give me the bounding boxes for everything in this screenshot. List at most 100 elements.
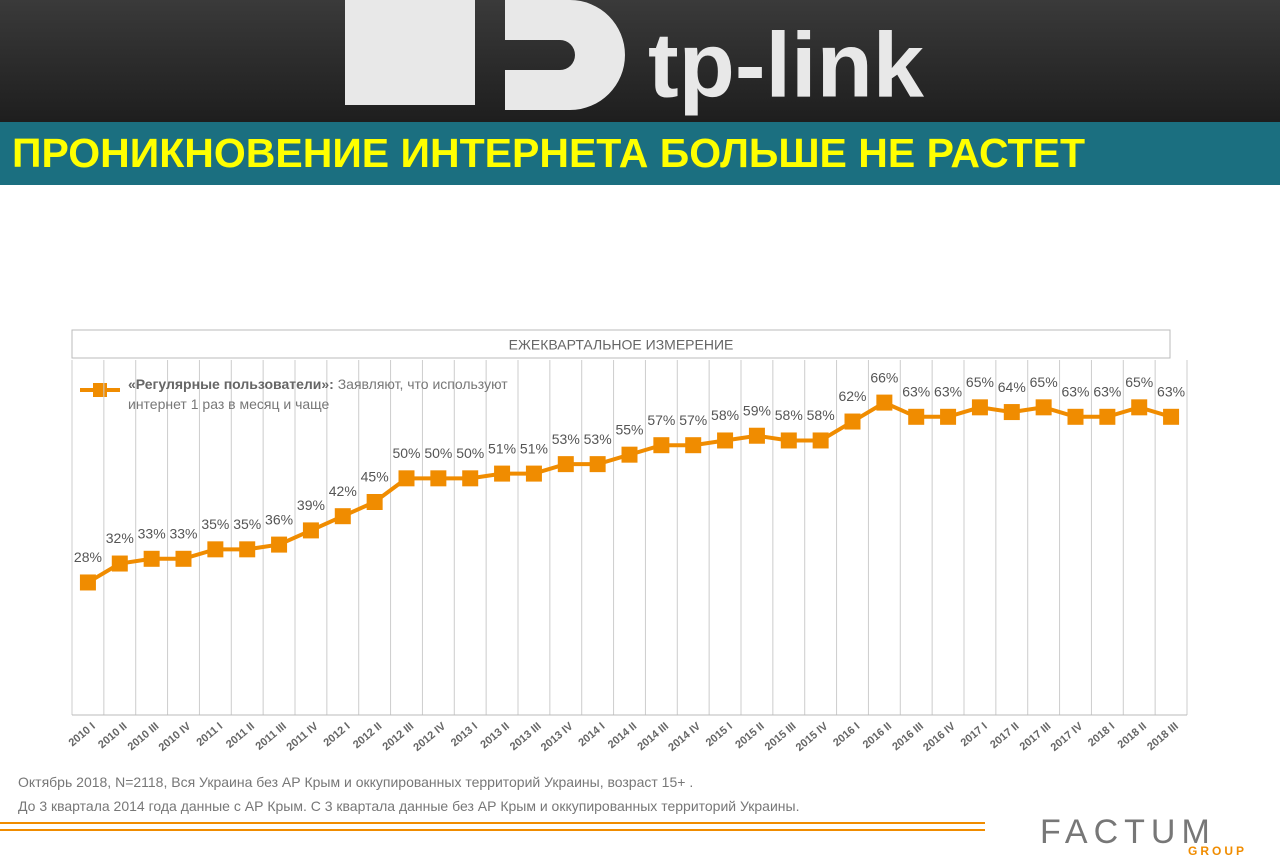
subtitle-box — [71, 329, 1171, 359]
point — [111, 555, 128, 572]
x-tick-label: 2017 IV — [1049, 720, 1086, 754]
footnote: До 3 квартала 2014 года данные с АР Крым… — [18, 798, 800, 814]
logo-text: tp-link — [648, 14, 925, 116]
point — [653, 437, 670, 454]
x-tick-label: 2011 III — [254, 720, 289, 752]
data-label: 51% — [488, 440, 516, 456]
data-label: 33% — [138, 526, 166, 542]
x-tick-label: 2011 II — [224, 720, 257, 750]
header-bg — [0, 0, 1280, 122]
point — [1131, 399, 1148, 416]
data-label: 35% — [201, 516, 229, 532]
point — [1099, 408, 1116, 425]
point — [430, 470, 447, 487]
point — [398, 470, 415, 487]
data-label: 42% — [329, 483, 357, 499]
x-tick-label: 2017 I — [959, 720, 990, 749]
point — [780, 432, 797, 449]
x-tick-label: 2015 IV — [794, 720, 831, 754]
point — [908, 408, 925, 425]
point — [302, 522, 319, 539]
data-label: 53% — [584, 431, 612, 447]
x-tick-label: 2014 III — [635, 720, 671, 753]
x-tick-label: 2014 IV — [666, 720, 703, 754]
title-bar — [0, 122, 1280, 185]
data-label: 62% — [838, 388, 866, 404]
data-label: 50% — [456, 445, 484, 461]
data-label: 53% — [552, 431, 580, 447]
x-tick-label: 2015 I — [704, 720, 735, 749]
x-tick-label: 2010 III — [126, 720, 162, 753]
x-tick-label: 2016 IV — [921, 720, 958, 754]
data-label: 57% — [647, 412, 675, 428]
x-tick-label: 2016 I — [831, 720, 862, 749]
point — [621, 446, 638, 463]
point — [748, 427, 765, 444]
x-tick-label: 2018 I — [1086, 720, 1117, 749]
x-tick-label: 2014 II — [606, 720, 639, 751]
point — [143, 550, 160, 567]
x-tick-label: 2013 III — [508, 720, 544, 753]
point — [494, 465, 511, 482]
subtitle: ЕЖЕКВАРТАЛЬНОЕ ИЗМЕРЕНИЕ — [509, 337, 734, 353]
x-tick-label: 2017 III — [1018, 720, 1054, 753]
x-tick-label: 2011 I — [194, 720, 225, 748]
point — [175, 550, 192, 567]
point — [589, 456, 606, 473]
data-label: 58% — [807, 407, 835, 423]
data-label: 45% — [361, 469, 389, 485]
title: ПРОНИКНОВЕНИЕ ИНТЕРНЕТА БОЛЬШЕ НЕ РАСТЕТ — [12, 130, 1085, 176]
data-label: 65% — [966, 374, 994, 390]
x-tick-label: 2011 IV — [284, 720, 321, 754]
point — [876, 394, 893, 411]
legend-description: Заявляют, что используют интернет 1 раз … — [128, 376, 508, 412]
x-tick-label: 2018 III — [1145, 720, 1181, 753]
point — [79, 574, 96, 591]
x-tick-label: 2013 I — [449, 720, 480, 749]
x-tick-label: 2010 IV — [157, 720, 194, 754]
x-tick-label: 2012 IV — [411, 720, 448, 754]
data-label: 32% — [106, 530, 134, 546]
data-label: 39% — [297, 497, 325, 513]
point — [334, 508, 351, 525]
x-tick-label: 2017 II — [988, 720, 1021, 751]
data-label: 28% — [74, 549, 102, 565]
point — [366, 494, 383, 510]
logo-shape — [505, 0, 625, 110]
legend: «Регулярные пользователи»: Заявляют, что… — [128, 374, 518, 414]
data-label: 50% — [392, 445, 420, 461]
point — [940, 408, 957, 425]
logo-shape — [345, 0, 475, 105]
data-label: 63% — [1093, 384, 1121, 400]
x-tick-label: 2012 II — [351, 720, 384, 751]
data-label: 36% — [265, 511, 293, 527]
data-label: 63% — [934, 384, 962, 400]
data-label: 65% — [1125, 374, 1153, 390]
x-tick-label: 2010 I — [67, 720, 98, 749]
x-tick-label: 2012 I — [321, 720, 352, 749]
point — [271, 536, 288, 553]
data-label: 50% — [424, 445, 452, 461]
data-label: 66% — [870, 369, 898, 385]
x-tick-label: 2015 III — [763, 720, 799, 753]
point — [812, 432, 829, 449]
point — [1035, 399, 1052, 416]
brand-sub: GROUP — [1188, 844, 1247, 858]
x-tick-label: 2018 II — [1116, 720, 1149, 751]
x-tick-label: 2010 II — [96, 720, 129, 751]
point — [239, 541, 256, 558]
x-tick-label: 2016 III — [890, 720, 926, 753]
point — [1163, 408, 1180, 425]
legend-name: «Регулярные пользователи»: — [128, 376, 334, 392]
x-tick-label: 2015 II — [733, 720, 766, 751]
point — [844, 413, 861, 430]
brand: FACTUM — [1040, 813, 1216, 851]
data-label: 65% — [1030, 374, 1058, 390]
point — [685, 437, 702, 454]
data-label: 58% — [775, 407, 803, 423]
data-label: 33% — [169, 526, 197, 542]
point — [971, 399, 988, 416]
x-tick-label: 2013 IV — [539, 720, 576, 754]
point — [525, 465, 542, 482]
